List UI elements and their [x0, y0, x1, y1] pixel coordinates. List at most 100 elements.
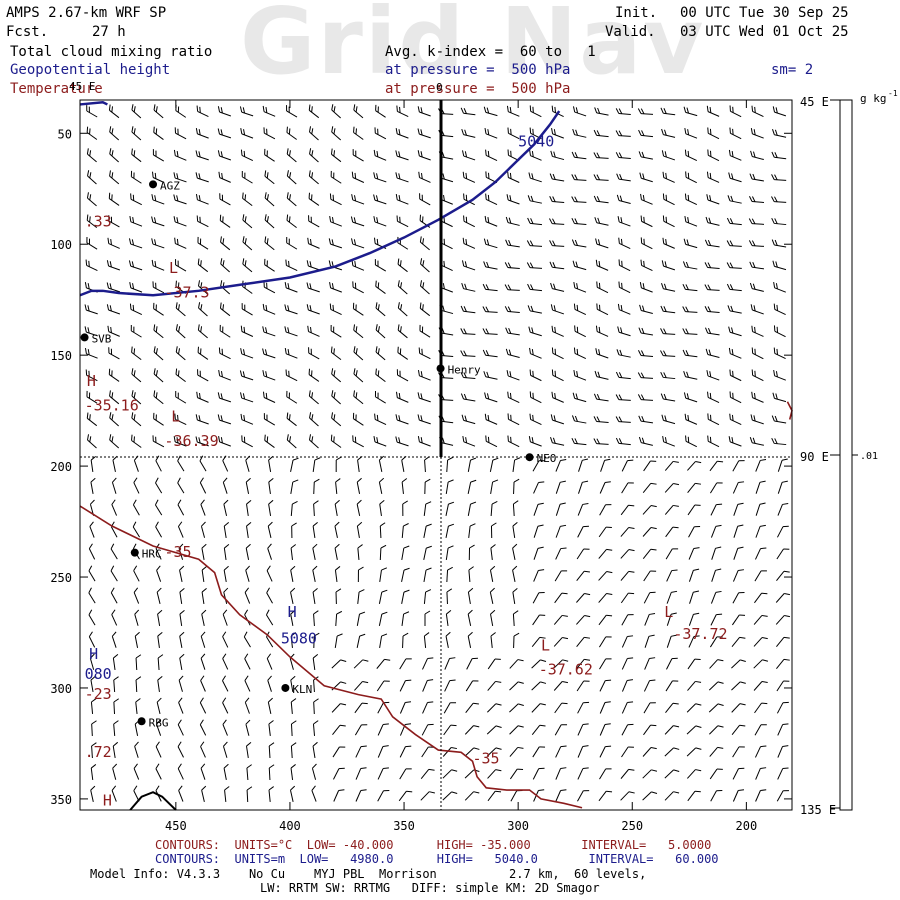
wind-barb: [284, 326, 298, 337]
wind-barb: [222, 719, 228, 736]
wind-barb: [773, 303, 786, 316]
wind-barb: [467, 457, 477, 472]
wind-barb: [726, 217, 742, 226]
wind-barb: [617, 216, 631, 227]
wind-barb: [732, 569, 744, 582]
wind-barb: [776, 525, 789, 538]
wind-barb: [708, 681, 724, 691]
wind-barb: [153, 302, 164, 316]
wind-barb: [307, 325, 320, 337]
wind-barb: [620, 526, 635, 537]
wind-barb: [329, 215, 342, 227]
wind-barb: [356, 477, 362, 494]
valid-value: 03 UTC Wed 01 Oct 25: [680, 24, 849, 40]
wind-barb: [749, 173, 765, 182]
wind-barb: [528, 326, 542, 337]
wind-barb: [330, 346, 342, 361]
wind-barb: [373, 149, 387, 161]
wind-barb: [113, 720, 119, 737]
wind-barb: [595, 238, 609, 249]
wind-barb: [750, 128, 764, 139]
wind-barb: [707, 413, 720, 426]
wind-barb: [686, 747, 702, 757]
wind-barb: [424, 478, 431, 495]
wind-barb: [223, 521, 230, 539]
wind-barb: [704, 306, 720, 313]
wind-barb: [111, 785, 117, 802]
wind-barb: [179, 653, 185, 670]
wind-barb: [484, 392, 498, 403]
wind-barb: [263, 413, 276, 426]
wind-barb: [90, 455, 96, 473]
wind-barb: [217, 392, 232, 403]
wind-barb: [727, 305, 742, 314]
wind-barb: [464, 791, 480, 801]
wind-barb: [266, 653, 273, 670]
wind-barb: [290, 457, 299, 472]
wind-barb: [266, 587, 273, 604]
wind-barb: [423, 523, 432, 538]
wind-barb: [399, 701, 412, 714]
wind-barb: [290, 544, 297, 561]
wind-barb: [179, 631, 185, 648]
wind-barb: [353, 368, 364, 383]
wind-barb: [335, 456, 342, 473]
wind-barb: [330, 325, 342, 338]
wind-barb: [571, 174, 587, 181]
station-label: RBG: [149, 716, 169, 729]
wind-barb: [640, 215, 653, 228]
wind-barb: [286, 434, 297, 449]
wind-barb: [178, 675, 184, 692]
wind-barb: [153, 390, 164, 405]
wind-barb: [177, 719, 184, 736]
wind-barb: [755, 502, 766, 516]
wind-barb: [748, 240, 765, 247]
wind-barb: [615, 394, 631, 401]
wind-barb: [131, 104, 142, 119]
wind-barb: [420, 768, 435, 779]
wind-barb: [286, 105, 298, 118]
wind-barb: [264, 148, 275, 162]
wind-barb: [576, 636, 591, 647]
wind-barb: [219, 324, 231, 338]
wind-barb: [351, 238, 365, 249]
wind-barb: [112, 455, 118, 472]
wind-barb: [685, 171, 697, 184]
wind-barb: [417, 150, 431, 161]
wind-barb: [200, 675, 206, 692]
wind-barb: [777, 480, 788, 494]
wind-barb: [223, 565, 229, 582]
wind-barb: [152, 281, 165, 294]
wind-barb: [553, 659, 569, 669]
wind-barb: [86, 126, 98, 140]
wind-barb: [219, 193, 231, 206]
wind-barb: [705, 327, 720, 336]
wind-barb: [482, 328, 498, 335]
wind-barb: [351, 194, 365, 205]
wind-barb: [640, 237, 653, 250]
wind-barb: [110, 543, 118, 560]
wind-barb: [462, 150, 476, 161]
wind-barb: [268, 764, 275, 781]
wind-barb: [240, 348, 254, 359]
wind-barb: [687, 790, 701, 802]
wind-barb: [620, 768, 635, 779]
wind-barb: [354, 702, 368, 714]
wind-barb: [773, 369, 786, 381]
wind-barb: [755, 459, 767, 472]
wind-barb: [485, 149, 498, 162]
wind-barb: [423, 567, 432, 582]
wind-barb: [707, 127, 720, 140]
wind-barb: [422, 657, 434, 670]
wind-barb: [246, 521, 252, 539]
wind-barb: [219, 302, 231, 317]
wind-barb: [313, 478, 320, 495]
wind-barb: [286, 237, 298, 250]
wind-barb: [599, 768, 612, 780]
wind-barb: [201, 609, 207, 626]
forecast-value: 27 h: [92, 24, 126, 40]
wind-barb: [86, 412, 98, 427]
wind-barb: [312, 654, 319, 671]
wind-barb: [200, 631, 206, 648]
contours: [79, 100, 793, 811]
